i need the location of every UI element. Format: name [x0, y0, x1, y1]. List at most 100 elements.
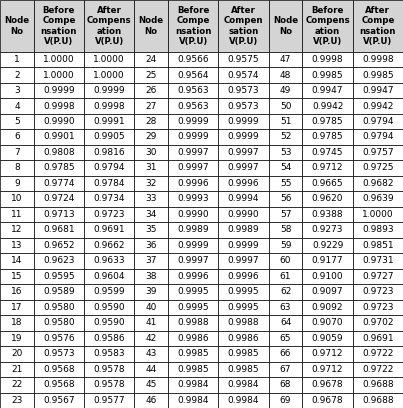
- Bar: [353, 129, 403, 145]
- Text: 16: 16: [11, 287, 23, 296]
- Text: 0.9682: 0.9682: [362, 179, 394, 188]
- Bar: [269, 253, 303, 268]
- Bar: [134, 160, 168, 176]
- Text: 46: 46: [145, 396, 157, 405]
- Text: 1.0000: 1.0000: [43, 55, 75, 64]
- Bar: [269, 222, 303, 237]
- Bar: [353, 392, 403, 408]
- Text: 8: 8: [14, 164, 20, 173]
- Bar: [218, 237, 269, 253]
- Bar: [34, 377, 84, 392]
- Text: 53: 53: [280, 148, 291, 157]
- Bar: [269, 330, 303, 346]
- Text: 49: 49: [280, 86, 291, 95]
- Text: 0.9566: 0.9566: [177, 55, 209, 64]
- Bar: [353, 98, 403, 114]
- Text: 0.9273: 0.9273: [312, 225, 343, 235]
- Bar: [303, 145, 353, 160]
- Text: 63: 63: [280, 303, 291, 312]
- Bar: [0, 377, 34, 392]
- Bar: [34, 129, 84, 145]
- Bar: [134, 299, 168, 315]
- Text: 0.9774: 0.9774: [43, 179, 75, 188]
- Bar: [218, 145, 269, 160]
- Bar: [168, 268, 218, 284]
- Bar: [303, 114, 353, 129]
- Bar: [168, 129, 218, 145]
- Text: 0.9568: 0.9568: [43, 365, 75, 374]
- Bar: [84, 176, 134, 191]
- Bar: [353, 67, 403, 83]
- Text: 54: 54: [280, 164, 291, 173]
- Bar: [0, 361, 34, 377]
- Text: 0.9985: 0.9985: [228, 349, 260, 358]
- Bar: [353, 207, 403, 222]
- Bar: [353, 83, 403, 98]
- Bar: [34, 98, 84, 114]
- Bar: [34, 67, 84, 83]
- Bar: [303, 222, 353, 237]
- Bar: [269, 207, 303, 222]
- Bar: [218, 129, 269, 145]
- Bar: [134, 191, 168, 207]
- Bar: [0, 222, 34, 237]
- Bar: [168, 237, 218, 253]
- Text: 0.9092: 0.9092: [312, 303, 343, 312]
- Bar: [303, 330, 353, 346]
- Text: 28: 28: [145, 117, 157, 126]
- Text: 0.9712: 0.9712: [312, 164, 343, 173]
- Bar: [269, 268, 303, 284]
- Bar: [168, 0, 218, 52]
- Text: 0.9688: 0.9688: [362, 396, 394, 405]
- Text: 0.9097: 0.9097: [312, 287, 343, 296]
- Bar: [134, 222, 168, 237]
- Text: 0.9681: 0.9681: [43, 225, 75, 235]
- Text: 44: 44: [145, 365, 157, 374]
- Text: 58: 58: [280, 225, 291, 235]
- Bar: [134, 129, 168, 145]
- Text: 0.9573: 0.9573: [43, 349, 75, 358]
- Text: 0.9785: 0.9785: [312, 117, 343, 126]
- Bar: [168, 392, 218, 408]
- Bar: [218, 253, 269, 268]
- Bar: [34, 83, 84, 98]
- Bar: [303, 253, 353, 268]
- Bar: [353, 222, 403, 237]
- Text: 0.9984: 0.9984: [177, 396, 209, 405]
- Text: 64: 64: [280, 318, 291, 327]
- Text: 0.9784: 0.9784: [93, 179, 125, 188]
- Bar: [34, 253, 84, 268]
- Text: 0.9639: 0.9639: [362, 195, 394, 204]
- Bar: [168, 176, 218, 191]
- Bar: [0, 160, 34, 176]
- Text: 0.9997: 0.9997: [177, 148, 209, 157]
- Text: 0.9573: 0.9573: [228, 102, 260, 111]
- Bar: [218, 268, 269, 284]
- Bar: [353, 52, 403, 67]
- Bar: [34, 284, 84, 299]
- Text: 0.9586: 0.9586: [93, 334, 125, 343]
- Bar: [84, 129, 134, 145]
- Bar: [84, 315, 134, 330]
- Text: 0.9999: 0.9999: [43, 86, 75, 95]
- Bar: [269, 98, 303, 114]
- Bar: [84, 0, 134, 52]
- Text: After
Compen
sation
V(P.U): After Compen sation V(P.U): [224, 6, 263, 46]
- Bar: [134, 330, 168, 346]
- Bar: [303, 160, 353, 176]
- Bar: [134, 315, 168, 330]
- Bar: [303, 392, 353, 408]
- Text: 0.9599: 0.9599: [93, 287, 125, 296]
- Text: 67: 67: [280, 365, 291, 374]
- Text: Before
Compens
ation
V(P.U): Before Compens ation V(P.U): [305, 6, 350, 46]
- Bar: [84, 160, 134, 176]
- Text: 0.9995: 0.9995: [177, 303, 209, 312]
- Text: 0.9662: 0.9662: [93, 241, 125, 250]
- Bar: [0, 346, 34, 361]
- Text: 1.0000: 1.0000: [43, 71, 75, 80]
- Text: 0.9757: 0.9757: [362, 148, 394, 157]
- Bar: [168, 98, 218, 114]
- Text: 13: 13: [11, 241, 23, 250]
- Bar: [0, 0, 34, 52]
- Text: 0.9985: 0.9985: [362, 71, 394, 80]
